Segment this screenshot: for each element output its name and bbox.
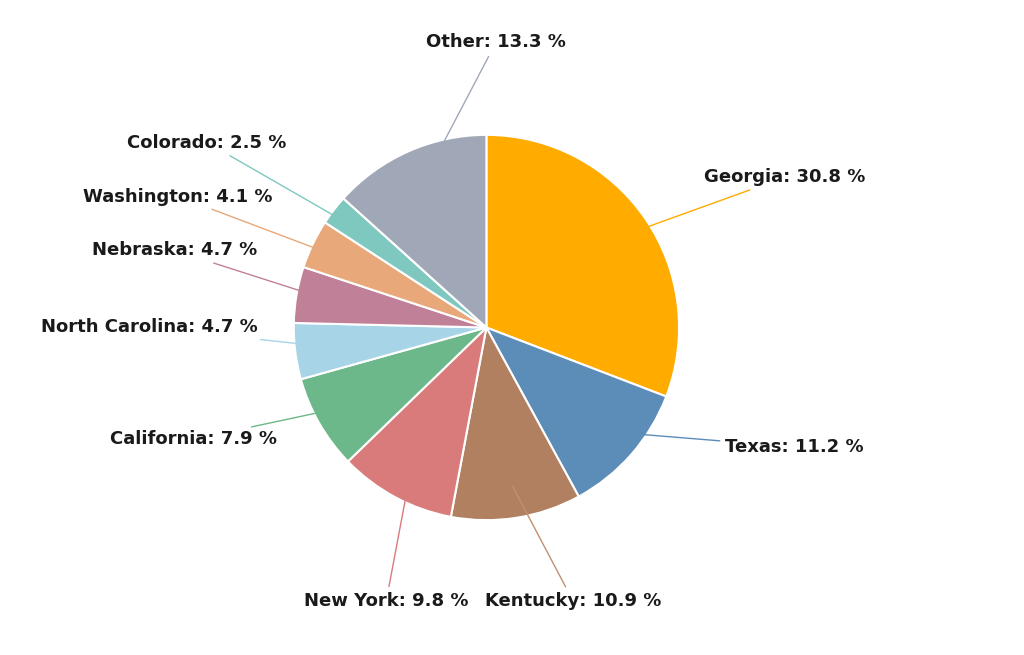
Text: Texas: 11.2 %: Texas: 11.2 % (608, 432, 864, 456)
Wedge shape (294, 323, 486, 379)
Wedge shape (294, 267, 486, 328)
Wedge shape (303, 223, 486, 328)
Text: Colorado: 2.5 %: Colorado: 2.5 % (127, 134, 358, 230)
Text: Washington: 4.1 %: Washington: 4.1 % (83, 187, 341, 258)
Text: North Carolina: 4.7 %: North Carolina: 4.7 % (41, 318, 327, 346)
Wedge shape (325, 198, 486, 328)
Text: California: 7.9 %: California: 7.9 % (110, 407, 347, 448)
Wedge shape (451, 328, 579, 520)
Wedge shape (343, 135, 486, 328)
Text: Georgia: 30.8 %: Georgia: 30.8 % (620, 168, 865, 237)
Wedge shape (486, 328, 667, 496)
Text: Other: 13.3 %: Other: 13.3 % (424, 33, 566, 181)
Text: Kentucky: 10.9 %: Kentucky: 10.9 % (485, 486, 662, 610)
Wedge shape (348, 328, 486, 517)
Text: New York: 9.8 %: New York: 9.8 % (304, 470, 468, 610)
Text: Nebraska: 4.7 %: Nebraska: 4.7 % (92, 242, 328, 300)
Wedge shape (486, 135, 679, 396)
Wedge shape (301, 328, 486, 462)
